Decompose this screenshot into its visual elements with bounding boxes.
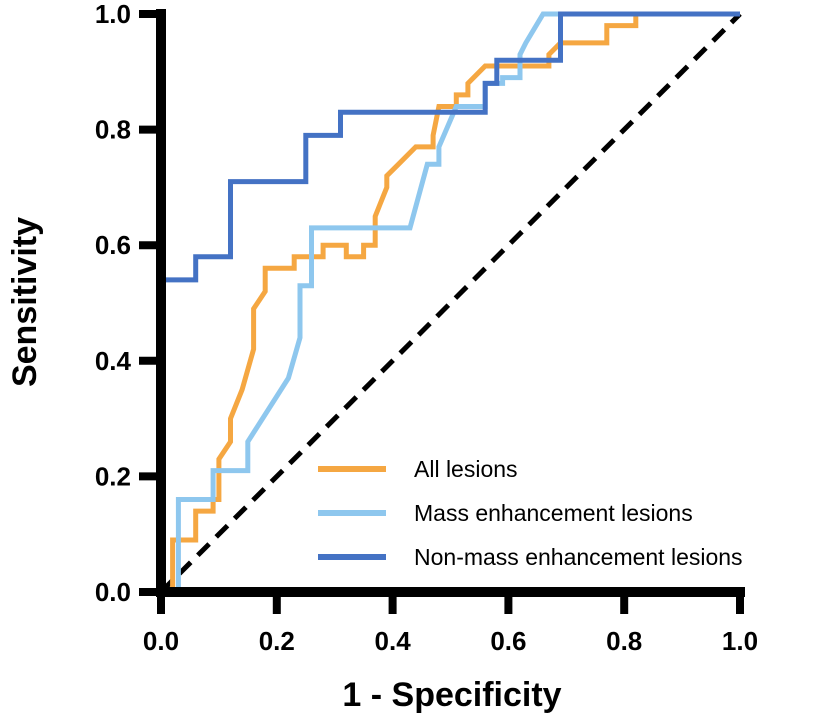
x-axis-title: 1 - Specificity <box>342 676 561 714</box>
series-line-1 <box>161 11 740 595</box>
y-tick-label: 0.4 <box>95 346 132 376</box>
series-layer <box>158 11 740 595</box>
plot-area <box>158 11 742 595</box>
legend-label-2: Mass enhancement lesions <box>414 500 693 526</box>
x-tick-label: 0.2 <box>259 626 295 656</box>
y-tick-label: 0.8 <box>95 115 131 145</box>
x-tick-label: 1.0 <box>722 626 758 656</box>
y-axis-title: Sensitivity <box>6 217 44 387</box>
series-line-2 <box>161 11 740 595</box>
axes: 0.0 0.2 0.4 0.6 0.8 1.0 0.0 0.2 0.4 0.6 0.8 1.0 <box>95 0 758 656</box>
y-tick-label: 0.0 <box>95 577 131 607</box>
x-tick-label: 0.6 <box>490 626 526 656</box>
y-tick-label: 0.2 <box>95 461 131 491</box>
legend: All lesions Mass enhancement lesions Non-m… <box>318 456 743 570</box>
y-tick-label: 0.6 <box>95 230 131 260</box>
x-tick-label: 0.8 <box>606 626 642 656</box>
x-tick-label: 0.0 <box>143 626 179 656</box>
legend-label-3: Non-mass enhancement lesions <box>414 544 743 570</box>
x-ticks: 0.0 0.2 0.4 0.6 0.8 1.0 <box>143 592 758 656</box>
y-ticks: 0.0 0.2 0.4 0.6 0.8 1.0 <box>95 0 161 607</box>
reference-diagonal-line <box>159 12 742 594</box>
y-tick-label: 1.0 <box>95 0 131 29</box>
series-line-3 <box>158 11 740 592</box>
legend-label-1: All lesions <box>414 456 518 482</box>
x-tick-label: 0.4 <box>375 626 412 656</box>
